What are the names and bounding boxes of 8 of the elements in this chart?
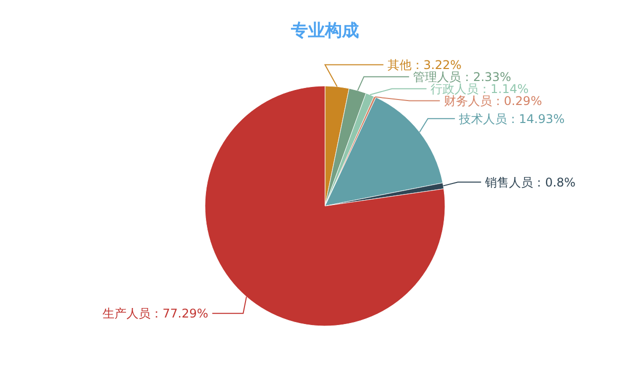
slice-label: 技术人员：14.93%: [458, 112, 565, 126]
slice-label: 生产人员：77.29%: [102, 306, 208, 321]
slice-label: 管理人员：2.33%: [413, 70, 512, 84]
chart-title: 专业构成: [290, 21, 359, 41]
slice-label: 财务人员：0.29%: [444, 94, 542, 108]
slice-label: 行政人员：1.14%: [430, 82, 529, 96]
slice-label: 其他：3.22%: [387, 58, 462, 72]
slice-label: 销售人员：0.8%: [484, 175, 576, 190]
